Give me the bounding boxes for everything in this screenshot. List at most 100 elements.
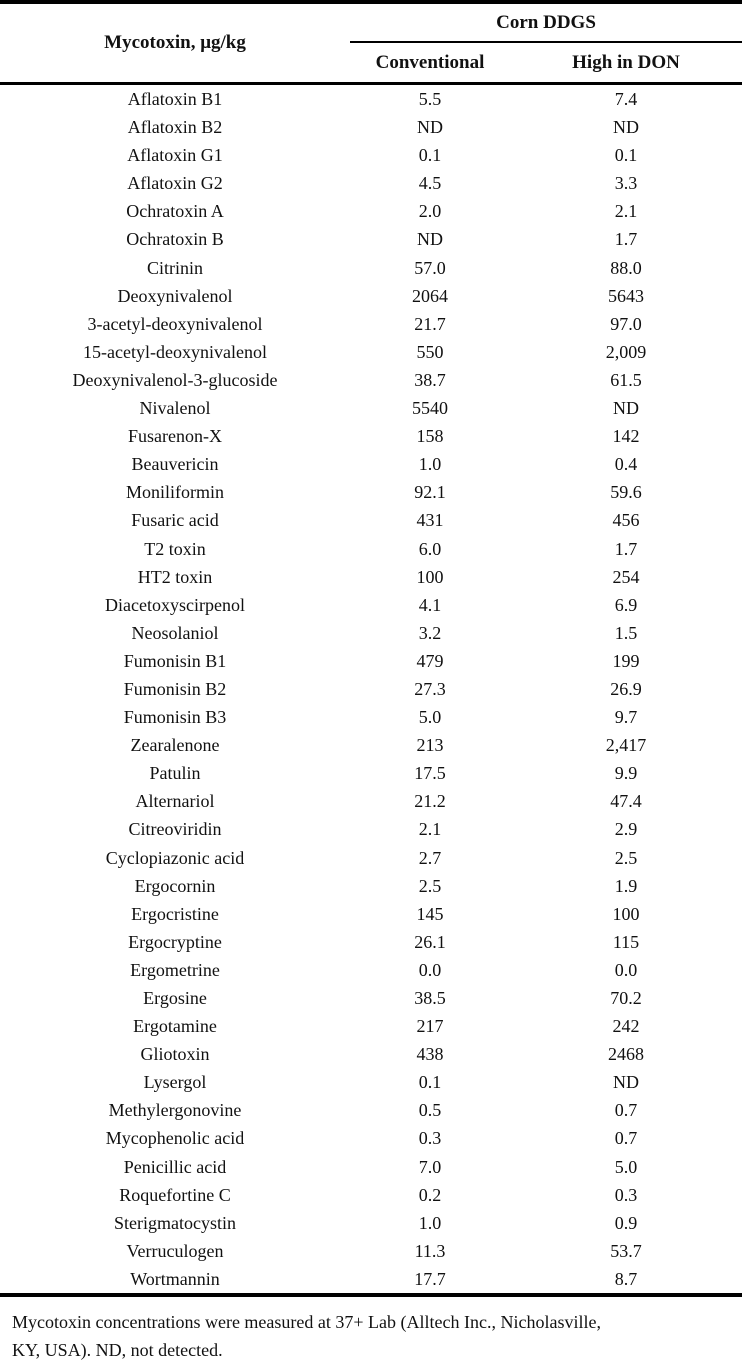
table-row: Fumonisin B2 27.3 26.9: [0, 675, 742, 703]
high-in-don-value-cell: 7.4: [614, 89, 638, 109]
high-in-don-value-cell: 0.7: [614, 1128, 638, 1149]
mycotoxin-name-cell: Verruculogen: [126, 1240, 224, 1261]
table-row: Mycophenolic acid 0.3 0.7: [0, 1124, 742, 1152]
mycotoxin-name-cell: Ergocryptine: [128, 931, 222, 952]
mycotoxin-name-cell: Fumonisin B3: [123, 707, 227, 728]
high-in-don-value-cell: 1.7: [614, 229, 638, 250]
conventional-value-cell: 7.0: [418, 1156, 442, 1177]
table-row: Wortmannin 17.7 8.7: [0, 1264, 742, 1298]
table-row: Cyclopiazonic acid 2.7 2.5: [0, 844, 742, 872]
mycotoxin-name-cell: Ochratoxin A: [126, 201, 224, 222]
mycotoxin-name-cell: Beauvericin: [131, 454, 219, 475]
conventional-value-cell: 17.7: [350, 1264, 510, 1298]
table-row: Ergotamine 217 242: [0, 1012, 742, 1040]
high-in-don-value-cell: 88.0: [610, 257, 642, 278]
table-row: Ergocornin 2.5 1.9: [0, 872, 742, 900]
high-in-don-value-cell: ND: [613, 1072, 639, 1093]
table-row: Alternariol 21.2 47.4: [0, 787, 742, 815]
mycotoxin-name-cell: Diacetoxyscirpenol: [105, 594, 245, 615]
high-in-don-value-cell: 1.5: [614, 622, 638, 643]
conventional-value-cell: 2.5: [418, 875, 442, 896]
conventional-value-cell: 1.0: [418, 454, 442, 475]
table-row: Fusaric acid 431 456: [0, 506, 742, 534]
table-row: Gliotoxin 438 2468: [0, 1040, 742, 1068]
mycotoxin-name-cell: Nivalenol: [139, 398, 211, 419]
mycotoxin-name-cell: Citreoviridin: [128, 819, 222, 840]
table-row: Beauvericin 1.0 0.4: [0, 450, 742, 478]
conventional-value-cell: 6.0: [418, 538, 442, 559]
conventional-value-cell: 0.1: [418, 1072, 442, 1093]
mycotoxin-name-cell: 3-acetyl-deoxynivalenol: [87, 313, 263, 334]
high-in-don-value-cell: 53.7: [610, 1240, 642, 1261]
mycotoxin-name-cell: Ergometrine: [130, 959, 220, 980]
high-in-don-value-cell: 9.7: [614, 707, 638, 728]
table-row: Ochratoxin A 2.0 2.1: [0, 197, 742, 225]
conventional-value-cell: 3.2: [418, 622, 442, 643]
conventional-value-cell: 479: [416, 650, 444, 671]
mycotoxin-name-cell: Lysergol: [143, 1072, 207, 1093]
high-in-don-value-cell: 2.5: [614, 847, 638, 868]
col-group-header-corn-ddgs: Corn DDGS: [350, 2, 742, 43]
col-header-mycotoxin: Mycotoxin, μg/kg: [0, 2, 350, 85]
conventional-value-cell: 38.7: [414, 369, 446, 390]
footnote-line-1: Mycotoxin concentrations were measured a…: [12, 1312, 601, 1333]
conventional-value-cell: 438: [416, 1044, 444, 1065]
table-row: Patulin 17.5 9.9: [0, 759, 742, 787]
high-in-don-value-cell: 3.3: [614, 173, 638, 194]
high-in-don-value-cell: 0.9: [614, 1212, 638, 1233]
table-row: Ergosine 38.5 70.2: [0, 984, 742, 1012]
table-row: Deoxynivalenol 2064 5643: [0, 282, 742, 310]
table-row: 15-acetyl-deoxynivalenol 550 2,009: [0, 338, 742, 366]
mycotoxin-name-cell: Fusaric acid: [131, 510, 219, 531]
mycotoxin-name-cell: Aflatoxin G2: [127, 173, 223, 194]
high-in-don-value-cell: 0.0: [614, 959, 638, 980]
high-in-don-value-cell: ND: [613, 398, 639, 419]
conventional-value-cell: 5.5: [418, 89, 442, 109]
high-in-don-value-cell: 254: [612, 566, 640, 587]
conventional-value-cell: 217: [416, 1016, 444, 1037]
high-in-don-value-cell: 0.4: [614, 454, 638, 475]
table-row: Ochratoxin B ND 1.7: [0, 225, 742, 253]
high-in-don-value-cell: 97.0: [610, 313, 642, 334]
conventional-value-cell: 21.2: [414, 791, 446, 812]
mycotoxin-name-cell: Fusarenon-X: [128, 426, 222, 447]
high-in-don-value-cell: 100: [612, 903, 640, 924]
mycotoxin-name-cell: Ergosine: [143, 988, 207, 1008]
conventional-value-cell: 2.0: [418, 201, 442, 222]
group-header-row: Mycotoxin, μg/kg Corn DDGS: [0, 2, 742, 85]
table-row: Fumonisin B3 5.0 9.7: [0, 703, 742, 731]
mycotoxin-name-cell: HT2 toxin: [137, 566, 213, 587]
mycotoxin-name-cell: Penicillic acid: [123, 1156, 227, 1177]
high-in-don-value-cell: 70.2: [610, 988, 642, 1008]
conventional-value-cell: 26.1: [414, 931, 446, 952]
table-row: Roquefortine C 0.2 0.3: [0, 1181, 742, 1209]
mycotoxin-name-cell: Patulin: [149, 763, 201, 784]
conventional-value-cell: 11.3: [414, 1240, 446, 1261]
table-row: Aflatoxin B2 ND ND: [0, 113, 742, 141]
high-in-don-value-cell: 242: [612, 1016, 640, 1037]
col-header-conventional: Conventional: [350, 42, 510, 85]
table-row: 3-acetyl-deoxynivalenol 21.7 97.0: [0, 310, 742, 338]
high-in-don-value-cell: 26.9: [610, 678, 642, 699]
table-row: Ergocristine 145 100: [0, 900, 742, 928]
high-in-don-value-cell: 61.5: [610, 369, 642, 390]
conventional-value-cell: 57.0: [414, 257, 446, 278]
col-header-high-in-don: High in DON: [510, 42, 742, 85]
conventional-value-cell: 431: [416, 510, 444, 531]
table-header: Mycotoxin, μg/kg Corn DDGS Conventional …: [0, 2, 742, 85]
table-row: Aflatoxin G1 0.1 0.1: [0, 141, 742, 169]
conventional-value-cell: 2.7: [418, 847, 442, 868]
mycotoxin-name-cell: Citrinin: [146, 257, 203, 278]
high-in-don-value-cell: 456: [612, 510, 640, 531]
table-row: HT2 toxin 100 254: [0, 563, 742, 591]
high-in-don-value-cell: 2.9: [614, 819, 638, 840]
mycotoxin-name-cell: Roquefortine C: [119, 1184, 231, 1205]
conventional-value-cell: 4.1: [418, 594, 442, 615]
mycotoxin-name-cell: Ergotamine: [133, 1016, 217, 1037]
high-in-don-value-cell: 199: [612, 650, 640, 671]
high-in-don-value-cell: 0.7: [614, 1100, 638, 1121]
mycotoxin-name-cell: Alternariol: [135, 791, 215, 812]
high-in-don-value-cell: ND: [613, 117, 639, 138]
mycotoxin-name-cell: Aflatoxin G1: [127, 145, 223, 166]
